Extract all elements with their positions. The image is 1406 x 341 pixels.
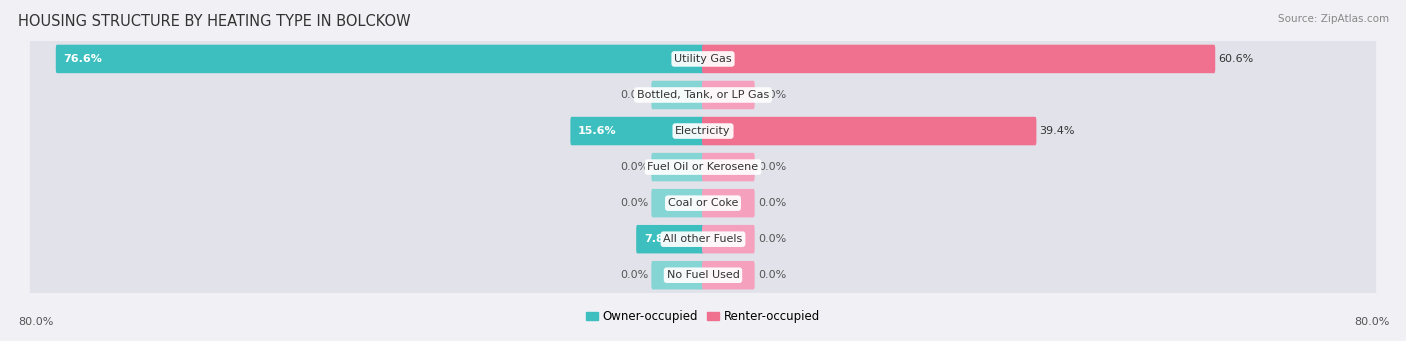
FancyBboxPatch shape (30, 34, 1376, 84)
Text: 0.0%: 0.0% (758, 90, 786, 100)
Text: Bottled, Tank, or LP Gas: Bottled, Tank, or LP Gas (637, 90, 769, 100)
FancyBboxPatch shape (30, 106, 1376, 156)
Text: 0.0%: 0.0% (620, 90, 648, 100)
Text: HOUSING STRUCTURE BY HEATING TYPE IN BOLCKOW: HOUSING STRUCTURE BY HEATING TYPE IN BOL… (18, 14, 411, 29)
FancyBboxPatch shape (651, 261, 704, 290)
Text: 60.6%: 60.6% (1219, 54, 1254, 64)
Text: 76.6%: 76.6% (63, 54, 103, 64)
Text: 0.0%: 0.0% (620, 198, 648, 208)
FancyBboxPatch shape (636, 225, 704, 253)
Text: 0.0%: 0.0% (758, 162, 786, 172)
Text: 0.0%: 0.0% (758, 198, 786, 208)
FancyBboxPatch shape (702, 225, 755, 253)
FancyBboxPatch shape (571, 117, 704, 145)
Text: 0.0%: 0.0% (620, 162, 648, 172)
FancyBboxPatch shape (651, 81, 704, 109)
FancyBboxPatch shape (30, 178, 1376, 228)
Text: 0.0%: 0.0% (758, 270, 786, 280)
FancyBboxPatch shape (702, 153, 755, 181)
Text: Electricity: Electricity (675, 126, 731, 136)
Text: All other Fuels: All other Fuels (664, 234, 742, 244)
FancyBboxPatch shape (702, 261, 755, 290)
Text: No Fuel Used: No Fuel Used (666, 270, 740, 280)
Text: 0.0%: 0.0% (758, 234, 786, 244)
FancyBboxPatch shape (30, 250, 1376, 300)
Text: 0.0%: 0.0% (620, 270, 648, 280)
FancyBboxPatch shape (702, 81, 755, 109)
Text: 39.4%: 39.4% (1039, 126, 1076, 136)
FancyBboxPatch shape (651, 153, 704, 181)
Text: Coal or Coke: Coal or Coke (668, 198, 738, 208)
Text: 7.8%: 7.8% (644, 234, 675, 244)
FancyBboxPatch shape (30, 70, 1376, 120)
Legend: Owner-occupied, Renter-occupied: Owner-occupied, Renter-occupied (581, 305, 825, 328)
Text: 80.0%: 80.0% (1354, 317, 1389, 327)
FancyBboxPatch shape (30, 214, 1376, 264)
FancyBboxPatch shape (702, 189, 755, 217)
FancyBboxPatch shape (702, 45, 1215, 73)
Text: 80.0%: 80.0% (18, 317, 53, 327)
FancyBboxPatch shape (30, 142, 1376, 192)
Text: Utility Gas: Utility Gas (675, 54, 731, 64)
Text: Source: ZipAtlas.com: Source: ZipAtlas.com (1278, 14, 1389, 24)
Text: Fuel Oil or Kerosene: Fuel Oil or Kerosene (647, 162, 759, 172)
FancyBboxPatch shape (56, 45, 704, 73)
FancyBboxPatch shape (651, 189, 704, 217)
Text: 15.6%: 15.6% (578, 126, 617, 136)
FancyBboxPatch shape (702, 117, 1036, 145)
